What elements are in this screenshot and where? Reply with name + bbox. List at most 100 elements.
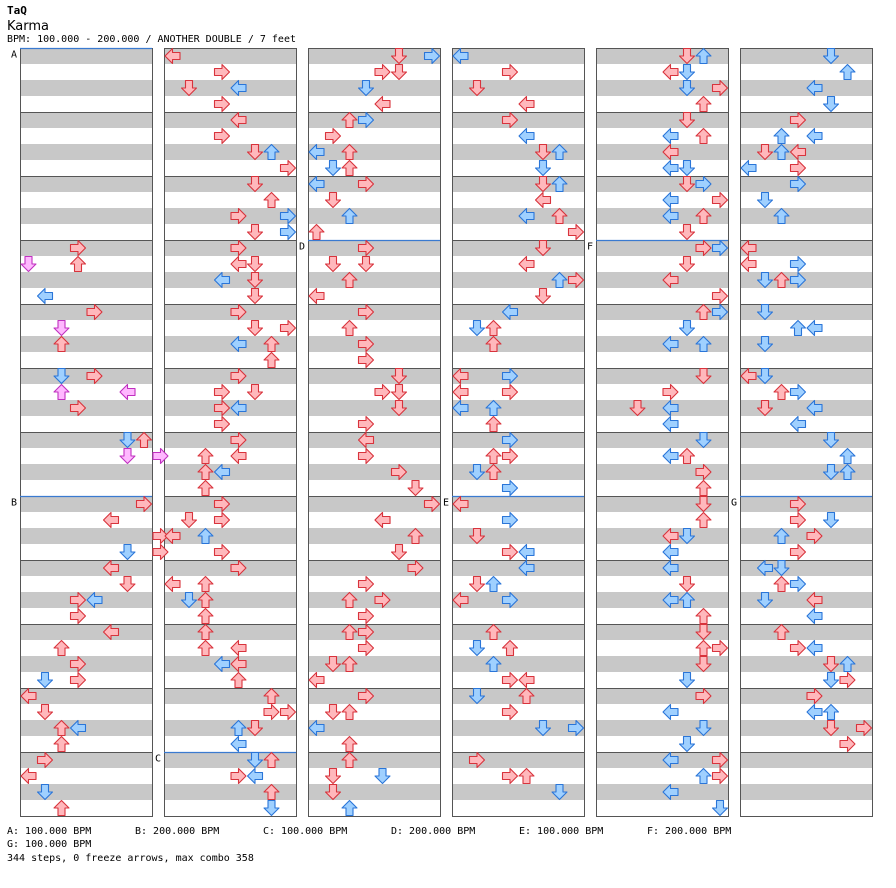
step-arrow — [341, 623, 358, 641]
step-arrow — [230, 735, 247, 753]
step-arrow — [662, 191, 679, 209]
step-arrow — [773, 271, 790, 289]
step-arrow — [357, 431, 375, 449]
step-arrow — [279, 207, 297, 225]
step-arrow — [119, 543, 136, 561]
step-arrow — [423, 47, 441, 65]
step-arrow — [230, 335, 247, 353]
artist-name: TaQ — [7, 4, 27, 17]
step-arrow — [789, 159, 807, 177]
step-arrow — [357, 303, 375, 321]
step-arrow — [485, 415, 502, 433]
step-arrow — [246, 719, 264, 737]
step-arrow — [230, 207, 247, 225]
step-arrow — [213, 463, 231, 481]
column-border — [740, 48, 873, 817]
step-arrow — [357, 335, 375, 353]
step-arrow — [822, 655, 840, 673]
beat-stripe — [596, 368, 728, 384]
step-arrow — [152, 543, 169, 561]
step-arrow — [501, 479, 519, 497]
step-arrow — [452, 367, 469, 385]
step-arrow — [695, 47, 712, 65]
step-arrow — [197, 591, 214, 609]
step-arrow — [678, 255, 696, 273]
bpm-marker-label: G — [731, 498, 737, 509]
step-arrow — [518, 207, 535, 225]
beat-stripe — [20, 688, 152, 704]
step-arrow — [341, 111, 358, 129]
step-arrow — [20, 255, 37, 273]
step-arrow — [806, 639, 823, 657]
step-arrow — [756, 335, 774, 353]
step-arrow — [501, 431, 519, 449]
bpm-legend-f: F: 200.000 BPM — [647, 826, 732, 837]
step-arrow — [263, 751, 280, 769]
step-arrow — [180, 591, 198, 609]
step-arrow — [789, 495, 807, 513]
beat-stripe — [308, 400, 440, 416]
step-arrow — [806, 319, 823, 337]
step-arrow — [789, 575, 807, 593]
step-arrow — [357, 415, 375, 433]
beat-stripe — [596, 624, 728, 640]
step-arrow — [263, 351, 280, 369]
step-arrow — [501, 639, 519, 657]
step-arrow — [246, 383, 264, 401]
step-arrow — [678, 111, 696, 129]
step-arrow — [773, 527, 790, 545]
beat-stripe — [596, 784, 728, 800]
step-arrow — [501, 367, 519, 385]
step-arrow — [230, 767, 247, 785]
beat-stripe — [164, 48, 296, 64]
step-arrow — [678, 175, 696, 193]
beat-stripe — [164, 208, 296, 224]
step-arrow — [485, 623, 502, 641]
step-arrow — [390, 47, 408, 65]
step-arrow — [695, 639, 712, 657]
step-arrow — [756, 367, 774, 385]
beat-stripe — [308, 528, 440, 544]
beat-stripe — [596, 240, 728, 256]
beat-stripe — [164, 80, 296, 96]
beat-stripe — [452, 784, 584, 800]
step-arrow — [230, 79, 247, 97]
step-arrow — [501, 447, 519, 465]
beat-stripe — [20, 784, 152, 800]
beat-stripe — [452, 624, 584, 640]
beat-stripe — [20, 752, 152, 768]
step-arrow — [357, 79, 375, 97]
step-arrow — [662, 127, 679, 145]
step-arrow — [839, 735, 856, 753]
step-arrow — [324, 655, 342, 673]
step-arrow — [501, 111, 519, 129]
step-arrow — [839, 63, 856, 81]
step-arrow — [551, 271, 568, 289]
step-arrow — [678, 527, 696, 545]
beat-stripe — [164, 560, 296, 576]
beat-stripe — [740, 656, 872, 672]
bpm-marker-label: E — [443, 498, 449, 509]
step-arrow — [53, 735, 70, 753]
step-arrow — [695, 127, 712, 145]
step-arrow — [119, 575, 136, 593]
step-arrow — [357, 639, 375, 657]
step-arrow — [230, 255, 247, 273]
step-arrow — [468, 463, 486, 481]
step-arrow — [308, 719, 325, 737]
step-arrow — [452, 399, 469, 417]
step-arrow — [341, 655, 358, 673]
step-arrow — [501, 303, 519, 321]
step-arrow — [452, 383, 469, 401]
step-arrow — [230, 719, 247, 737]
step-arrow — [357, 111, 375, 129]
step-arrow — [197, 639, 214, 657]
step-arrow — [695, 335, 712, 353]
bpm-marker-label: B — [11, 498, 17, 509]
step-arrow — [213, 95, 231, 113]
beat-stripe — [596, 144, 728, 160]
step-arrow — [662, 527, 679, 545]
step-arrow — [839, 655, 856, 673]
step-arrow — [501, 543, 519, 561]
step-arrow — [756, 191, 774, 209]
